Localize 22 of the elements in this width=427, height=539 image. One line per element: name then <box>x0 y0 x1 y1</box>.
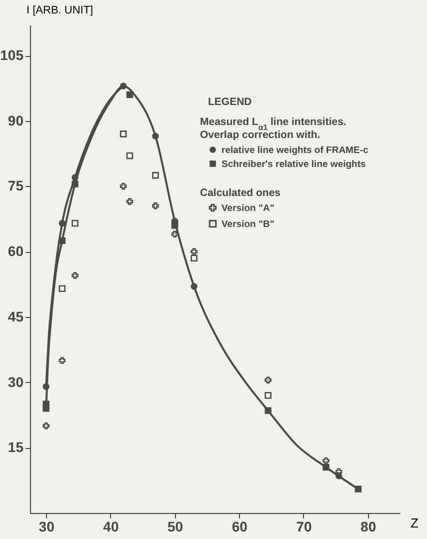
legend-label: Version "A" <box>222 202 274 214</box>
y-tick-label: 75 <box>8 178 24 194</box>
legend-label: relative line weights of FRAME-c <box>222 144 368 156</box>
y-tick-label: 60 <box>8 243 24 260</box>
x-tick-label: 50 <box>167 518 184 534</box>
x-tick-label: 40 <box>103 518 119 534</box>
y-tick-label: 30 <box>8 374 24 390</box>
x-tick-label: 80 <box>360 518 376 534</box>
x-tick-label: 30 <box>38 518 55 534</box>
annotation: Measured L$_{α1}$ line intensities. Overlap correction with. <box>200 116 346 141</box>
legend-label: Schreiber's relative line weights <box>222 158 366 170</box>
x-tick-label: 70 <box>296 518 312 534</box>
y-tick-label: 45 <box>8 308 24 324</box>
legend-title: LEGEND <box>208 96 252 108</box>
x-tick-label: 60 <box>232 518 248 534</box>
y-tick-label: 15 <box>8 439 24 456</box>
y-axis-title: I [ARB. UNIT] <box>26 4 94 16</box>
y-tick-label: 90 <box>8 112 24 128</box>
annotation: Calculated ones <box>200 187 281 199</box>
y-tick-label: 105 <box>0 47 24 63</box>
legend-label: Version "B" <box>222 218 274 230</box>
x-axis-title: Z <box>410 516 418 530</box>
